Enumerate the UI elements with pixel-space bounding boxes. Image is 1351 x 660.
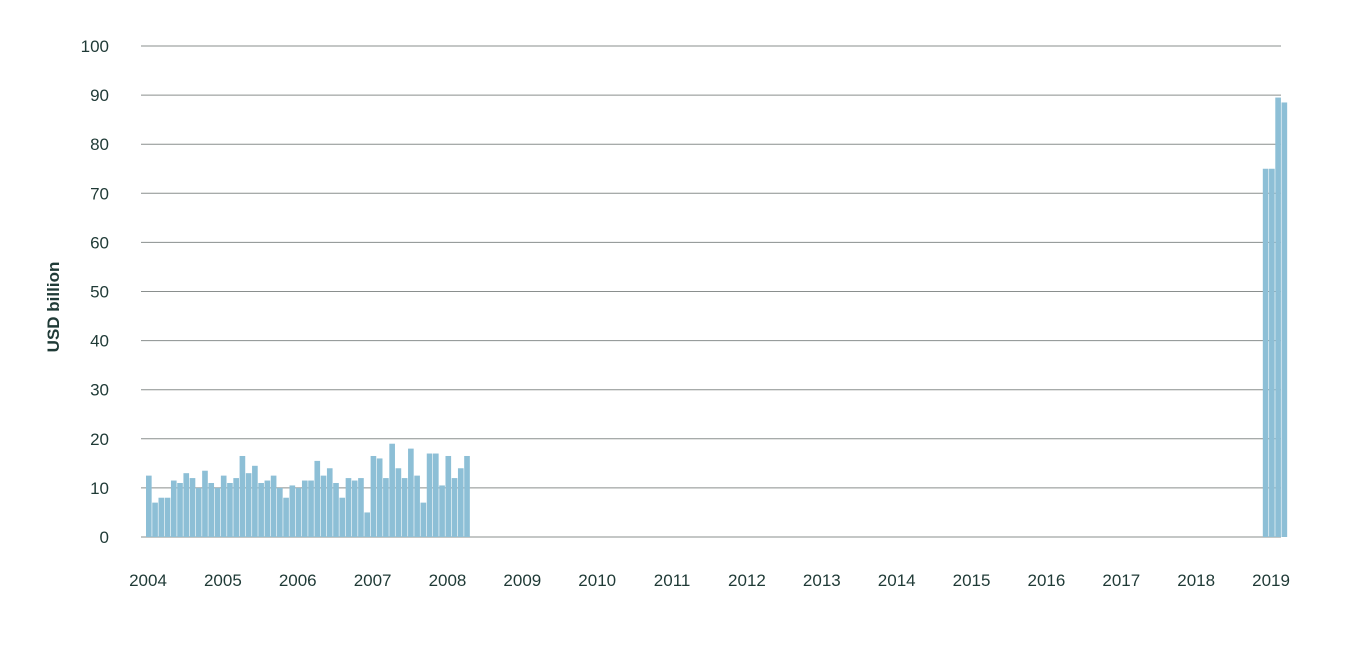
bar	[289, 485, 296, 537]
bar	[183, 473, 190, 537]
bar	[414, 475, 420, 537]
bar	[264, 480, 271, 537]
bar	[152, 502, 158, 537]
bar	[395, 468, 402, 537]
bar	[320, 475, 327, 537]
bar	[189, 478, 196, 537]
bar	[401, 478, 408, 537]
bar	[164, 497, 171, 537]
bar	[314, 460, 321, 537]
bars	[146, 97, 1288, 538]
bar	[301, 480, 308, 537]
bar	[370, 455, 377, 537]
x-tick-label: 2007	[354, 571, 392, 590]
x-tick-label: 2014	[878, 571, 916, 590]
bar	[233, 478, 239, 537]
bar	[1281, 102, 1288, 537]
bar	[439, 485, 445, 537]
bar	[451, 478, 458, 537]
x-tick-label: 2004	[129, 571, 167, 590]
bar	[283, 497, 289, 537]
bar	[433, 453, 439, 537]
x-tick-label: 2006	[279, 571, 317, 590]
bar	[464, 455, 470, 537]
bar	[326, 468, 333, 537]
bar	[364, 512, 371, 537]
x-tick-label: 2009	[503, 571, 541, 590]
bar	[245, 473, 252, 537]
x-tick-label: 2017	[1102, 571, 1140, 590]
gridlines	[141, 45, 1281, 538]
y-tick-label: 30	[90, 381, 109, 400]
y-tick-label: 10	[90, 479, 109, 498]
y-tick-label: 60	[90, 233, 109, 252]
y-tick-label: 70	[90, 184, 109, 203]
bar	[252, 465, 258, 537]
bar	[345, 478, 352, 537]
x-tick-label: 2012	[728, 571, 766, 590]
x-tick-label: 2008	[429, 571, 467, 590]
bar	[195, 487, 202, 537]
bar	[389, 443, 395, 537]
y-tick-label: 50	[90, 283, 109, 302]
bar	[408, 448, 414, 537]
bar	[333, 482, 339, 537]
x-axis-ticks: 2004 2005 2006 2007 2008 2009 2010 2011 2012 2013…	[129, 571, 1290, 590]
bar	[295, 487, 302, 537]
y-axis-label: USD billion	[44, 262, 63, 353]
y-tick-label: 90	[90, 86, 109, 105]
bar	[376, 458, 383, 537]
y-axis-ticks: 0 10 20 30 40 50 60 70 80 90 100	[81, 37, 109, 547]
y-tick-label: 40	[90, 332, 109, 351]
y-tick-label: 0	[100, 528, 109, 547]
x-tick-label: 2016	[1028, 571, 1066, 590]
bar	[308, 480, 314, 537]
x-tick-label: 2019	[1252, 571, 1290, 590]
x-tick-label: 2011	[654, 571, 691, 590]
bar	[457, 468, 464, 537]
bar	[277, 487, 283, 537]
bar	[220, 475, 227, 537]
bar	[239, 455, 246, 537]
bar	[158, 497, 165, 537]
bar	[1269, 168, 1275, 537]
y-tick-label: 20	[90, 430, 109, 449]
x-tick-label: 2018	[1177, 571, 1215, 590]
bar	[258, 482, 264, 537]
bar	[202, 470, 208, 537]
bar	[1262, 168, 1269, 537]
x-tick-label: 2015	[953, 571, 991, 590]
bar	[146, 475, 152, 537]
bar	[445, 455, 452, 537]
bar	[214, 487, 221, 537]
y-tick-label: 100	[81, 37, 109, 56]
bar	[383, 478, 389, 537]
bar	[420, 502, 427, 537]
bar	[270, 475, 277, 537]
x-tick-label: 2010	[578, 571, 616, 590]
x-tick-label: 2005	[204, 571, 242, 590]
bar	[1275, 97, 1281, 538]
bar	[426, 453, 433, 537]
bar	[208, 482, 215, 537]
x-tick-label: 2013	[803, 571, 841, 590]
y-tick-label: 80	[90, 135, 109, 154]
bar	[339, 497, 346, 537]
bar	[358, 478, 364, 537]
bar	[170, 480, 177, 537]
bar	[351, 480, 358, 537]
bar	[177, 482, 183, 537]
bar	[227, 482, 233, 537]
